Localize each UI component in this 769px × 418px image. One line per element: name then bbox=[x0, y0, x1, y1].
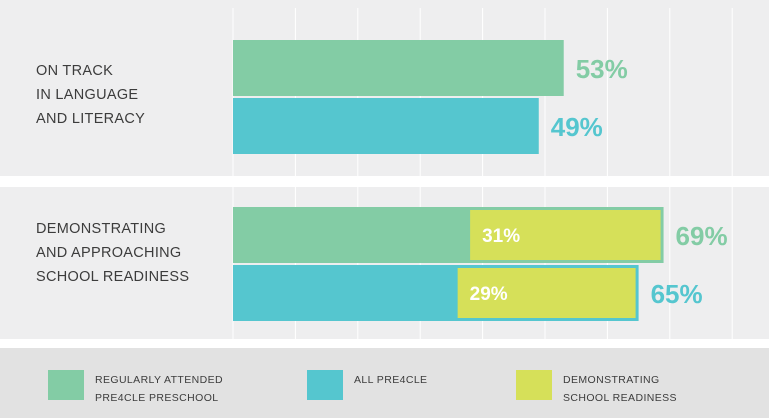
value-label-regularly-attended-school-readiness: 69% bbox=[676, 221, 728, 251]
category-label-school-readiness: DEMONSTRATING AND APPROACHING SCHOOL REA… bbox=[36, 221, 190, 285]
value-label-all-pre4cle-language-literacy: 49% bbox=[551, 112, 603, 142]
bar-regularly-attended-language-literacy bbox=[233, 40, 564, 96]
legend-swatch-school-readiness bbox=[516, 370, 552, 400]
legend-label-regularly-attended: REGULARLY ATTENDED PRE4CLE PRESCHOOL bbox=[95, 374, 223, 404]
value-label-readiness-regularly-attended: 31% bbox=[482, 226, 520, 247]
bar-all-pre4cle-language-literacy bbox=[233, 98, 539, 154]
dotted-separator bbox=[20, 180, 750, 183]
legend-swatch-all-pre4cle bbox=[307, 370, 343, 400]
value-label-readiness-all-pre4cle: 29% bbox=[470, 284, 508, 305]
legend-panel bbox=[0, 348, 769, 418]
bar-chart-plot: 53% 69% 49% 65% 31% 29% bbox=[232, 8, 733, 339]
category-label-language-literacy: ON TRACK IN LANGUAGE AND LITERACY bbox=[36, 63, 146, 127]
value-label-regularly-attended-language-literacy: 53% bbox=[576, 54, 628, 84]
legend-label-all-pre4cle: ALL PRE4CLE bbox=[354, 374, 428, 386]
bar-readiness-overlay-regularly-attended bbox=[470, 210, 661, 260]
bar-readiness-overlay-all-pre4cle bbox=[457, 268, 636, 318]
value-label-all-pre4cle-school-readiness: 65% bbox=[651, 279, 703, 309]
legend-swatch-regularly-attended bbox=[48, 370, 84, 400]
legend-label-school-readiness: DEMONSTRATING SCHOOL READINESS bbox=[563, 374, 677, 404]
